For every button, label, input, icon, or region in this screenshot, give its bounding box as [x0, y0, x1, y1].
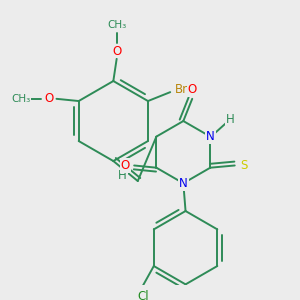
Text: Br: Br: [175, 83, 188, 96]
Text: N: N: [206, 130, 215, 143]
Text: O: O: [188, 83, 197, 96]
Text: O: O: [121, 159, 130, 172]
Text: O: O: [112, 44, 121, 58]
Text: S: S: [240, 159, 247, 172]
Text: CH₃: CH₃: [11, 94, 31, 104]
Text: H: H: [118, 169, 127, 182]
Text: CH₃: CH₃: [107, 20, 126, 31]
Text: Cl: Cl: [137, 290, 148, 300]
Text: O: O: [44, 92, 53, 105]
Text: H: H: [226, 113, 235, 126]
Text: N: N: [179, 177, 188, 190]
